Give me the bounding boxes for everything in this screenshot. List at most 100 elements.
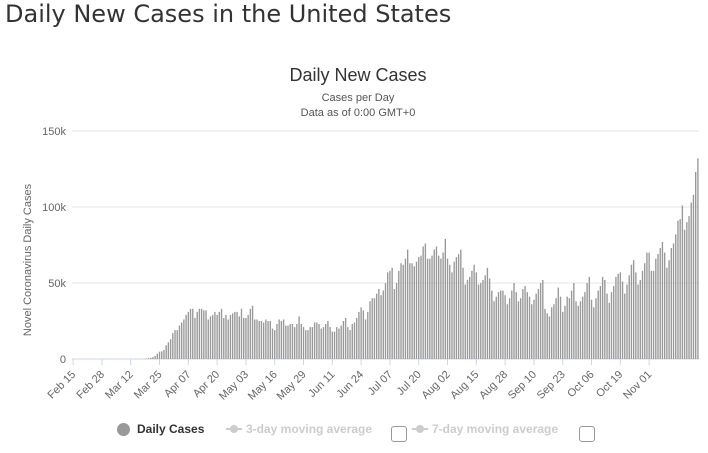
bar-daily-cases [537,289,540,359]
bar-daily-cases [429,258,431,359]
bar-daily-cases [493,301,495,359]
bar-daily-cases [517,301,520,359]
bar-daily-cases [637,284,639,359]
bar-daily-cases [440,258,442,359]
bar-daily-cases [207,319,209,359]
checkbox-3-day-average[interactable] [391,426,407,442]
bar-daily-cases [619,272,622,359]
bar-daily-cases [322,327,325,359]
bar-daily-cases [690,202,692,359]
bar-daily-cases [413,266,415,359]
bar-daily-cases [544,308,546,359]
bar-daily-cases [477,284,480,359]
x-tick-label: Jul 07 [366,369,395,398]
bar-daily-cases [471,270,473,359]
bar-daily-cases [331,331,334,359]
bar-daily-cases [258,321,260,359]
bar-daily-cases [194,317,196,359]
legend-item-daily-cases[interactable]: Daily Cases [117,422,204,436]
bar-daily-cases [223,317,225,359]
bar-daily-cases [535,293,537,359]
bar-daily-cases [568,298,571,359]
bar-daily-cases [559,296,562,359]
bar-daily-cases [305,330,307,359]
bar-daily-cases [562,311,564,359]
bar-daily-cases [198,308,201,359]
bar-daily-cases [566,296,568,359]
bar-daily-cases [362,310,365,359]
bar-daily-cases [254,319,256,359]
bar-daily-cases [646,252,648,359]
bar-daily-cases [577,305,579,359]
bar-daily-cases [333,331,336,359]
x-tick-label: Mar 25 [132,369,165,402]
bar-daily-cases [176,330,178,359]
bar-daily-cases [677,220,679,359]
bar-daily-cases [586,283,588,359]
checkbox-7-day-average[interactable] [579,426,595,442]
bar-daily-cases [307,330,309,359]
bar-daily-cases [344,317,347,359]
bar-daily-cases [240,308,243,359]
bar-daily-cases [681,205,684,359]
bar-daily-cases [285,325,287,359]
bar-daily-cases [688,216,690,359]
bar-daily-cases [398,270,400,359]
x-tick-label: Feb 15 [46,369,79,402]
bar-daily-cases [180,322,183,359]
bar-daily-cases [402,264,404,359]
bar-daily-cases [672,243,675,359]
bar-daily-cases [506,304,509,359]
bar-daily-cases [449,264,451,359]
bar-daily-cases [511,290,513,359]
bar-daily-cases [340,325,342,359]
bar-daily-cases [347,327,349,359]
chart-subtitle: Cases per Day [322,92,395,104]
x-tick-label: Feb 28 [74,369,107,402]
x-tick-label: Aug 02 [420,369,453,402]
bar-daily-cases [608,302,610,359]
bar-daily-cases [491,290,493,359]
bar-daily-cases [692,194,695,359]
bar-daily-cases [158,351,161,359]
bar-daily-cases [553,304,555,359]
bar-daily-cases [415,261,418,359]
legend-item-7-day-average[interactable]: 7-day moving average [412,422,558,436]
bar-daily-cases [387,272,389,359]
bar-daily-cases [293,327,296,359]
bar-daily-cases [220,308,223,359]
bar-daily-cases [172,333,174,359]
bar-daily-cases [218,311,221,359]
legend-item-3-day-average[interactable]: 3-day moving average [226,422,372,436]
x-tick-label: Apr 07 [162,369,193,400]
bar-daily-cases [628,275,630,359]
bar-daily-cases [260,321,263,359]
bar-daily-cases [504,295,506,359]
bar-daily-cases [411,263,413,359]
legend-marker-daily-cases [117,422,130,436]
bar-daily-cases [234,311,236,359]
bar-daily-cases [336,327,338,359]
bar-daily-cases [418,257,420,359]
bar-daily-cases [406,249,409,359]
bar-daily-cases [460,249,462,359]
bar-daily-cases [630,264,633,359]
bar-daily-cases [353,322,356,359]
legend-label-3-day-average: 3-day moving average [246,422,373,436]
bar-daily-cases [657,254,659,359]
bar-daily-cases [639,279,641,359]
bar-daily-cases [426,258,429,359]
bar-daily-cases [265,319,267,359]
bar-daily-cases [686,222,688,359]
chart-subtitle-data-as-of: Data as of 0:00 GMT+0 [301,107,416,119]
bar-daily-cases [613,286,615,359]
bar-daily-cases [604,279,606,359]
bar-daily-cases [469,276,471,359]
bar-daily-cases [389,270,391,359]
x-tick-label: May 16 [246,369,280,403]
chart-legend: Daily Cases 3-day moving average 7-day m… [0,422,708,446]
bar-daily-cases [338,328,340,359]
bar-daily-cases [482,279,484,359]
bar-daily-cases [183,319,185,359]
page-heading: Daily New Cases in the United States [5,0,452,28]
